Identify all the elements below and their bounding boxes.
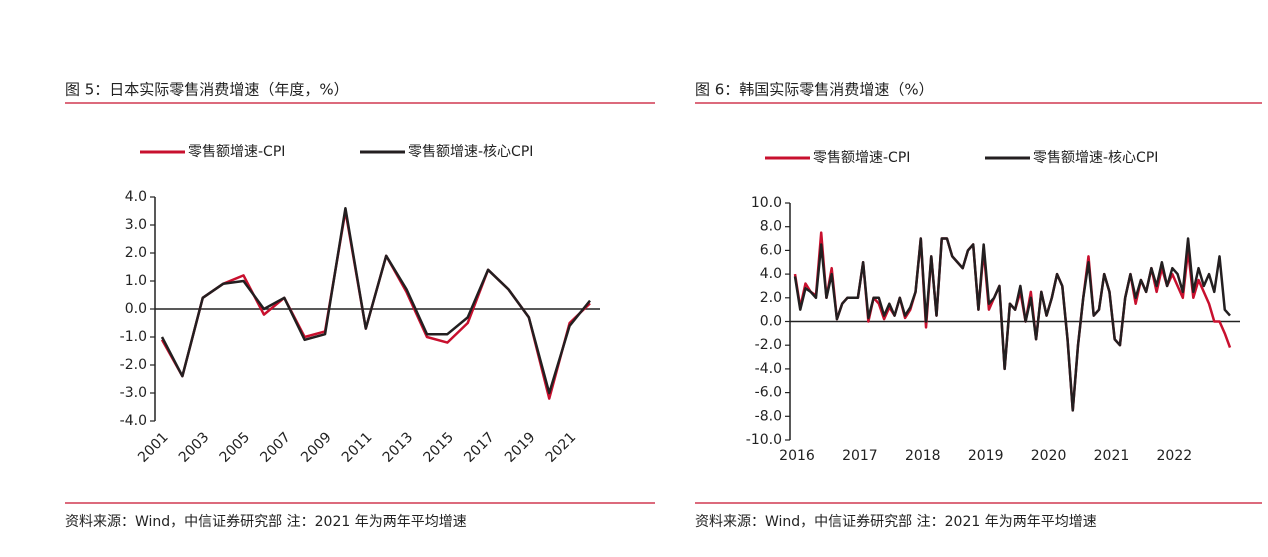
y-tick-label: -8.0 [755, 408, 782, 424]
y-tick-label: -4.0 [755, 361, 782, 377]
y-tick-label: -3.0 [120, 385, 147, 401]
legend-label: 零售额增速-CPI [813, 150, 910, 166]
x-tick-label: 2013 [380, 429, 417, 466]
y-tick-label: -1.0 [120, 329, 147, 345]
y-tick-label: 10.0 [751, 195, 782, 211]
chart-title: 图 6：韩国实际零售消费增速（%） [695, 81, 934, 99]
y-tick-label: 2.0 [125, 245, 147, 261]
x-tick-label: 2017 [461, 429, 498, 466]
x-tick-label: 2016 [779, 448, 815, 464]
y-tick-label: 4.0 [760, 266, 782, 282]
x-tick-label: 2017 [842, 448, 878, 464]
x-tick-label: 2015 [420, 429, 457, 466]
x-tick-label: 2003 [176, 429, 213, 466]
y-tick-label: 0.0 [760, 314, 782, 330]
x-tick-label: 2007 [257, 429, 294, 466]
legend-label: 零售额增速-核心CPI [408, 144, 533, 160]
series-line [160, 209, 591, 400]
x-tick-label: 2009 [298, 429, 335, 466]
y-tick-label: 8.0 [760, 219, 782, 235]
y-tick-label: 4.0 [125, 189, 147, 205]
x-tick-label: 2019 [968, 448, 1004, 464]
y-tick-label: -10.0 [746, 432, 782, 448]
y-tick-label: 0.0 [125, 301, 147, 317]
legend-label: 零售额增速-CPI [188, 144, 285, 160]
y-tick-label: -2.0 [755, 337, 782, 353]
y-tick-label: 6.0 [760, 242, 782, 258]
series-line [793, 237, 1231, 412]
x-tick-label: 2019 [502, 429, 539, 466]
source-note: 资料来源：Wind，中信证券研究部 注：2021 年为两年平均增速 [65, 514, 467, 530]
x-tick-label: 2022 [1157, 448, 1193, 464]
x-tick-label: 2020 [1031, 448, 1067, 464]
y-tick-label: 3.0 [125, 217, 147, 233]
y-tick-label: -6.0 [755, 385, 782, 401]
x-tick-label: 2018 [905, 448, 941, 464]
x-tick-label: 2021 [1094, 448, 1130, 464]
legend-label: 零售额增速-核心CPI [1033, 150, 1158, 166]
y-tick-label: -4.0 [120, 413, 147, 429]
x-tick-label: 2005 [217, 429, 254, 466]
y-tick-label: 1.0 [125, 273, 147, 289]
x-tick-label: 2011 [339, 429, 376, 466]
x-tick-label: 2021 [543, 429, 580, 466]
x-tick-label: 2001 [135, 429, 172, 466]
y-tick-label: -2.0 [120, 357, 147, 373]
y-tick-label: 2.0 [760, 290, 782, 306]
source-note: 资料来源：Wind，中信证券研究部 注：2021 年为两年平均增速 [695, 514, 1097, 530]
series-line [160, 206, 591, 395]
chart-title: 图 5：日本实际零售消费增速（年度，%） [65, 81, 349, 99]
